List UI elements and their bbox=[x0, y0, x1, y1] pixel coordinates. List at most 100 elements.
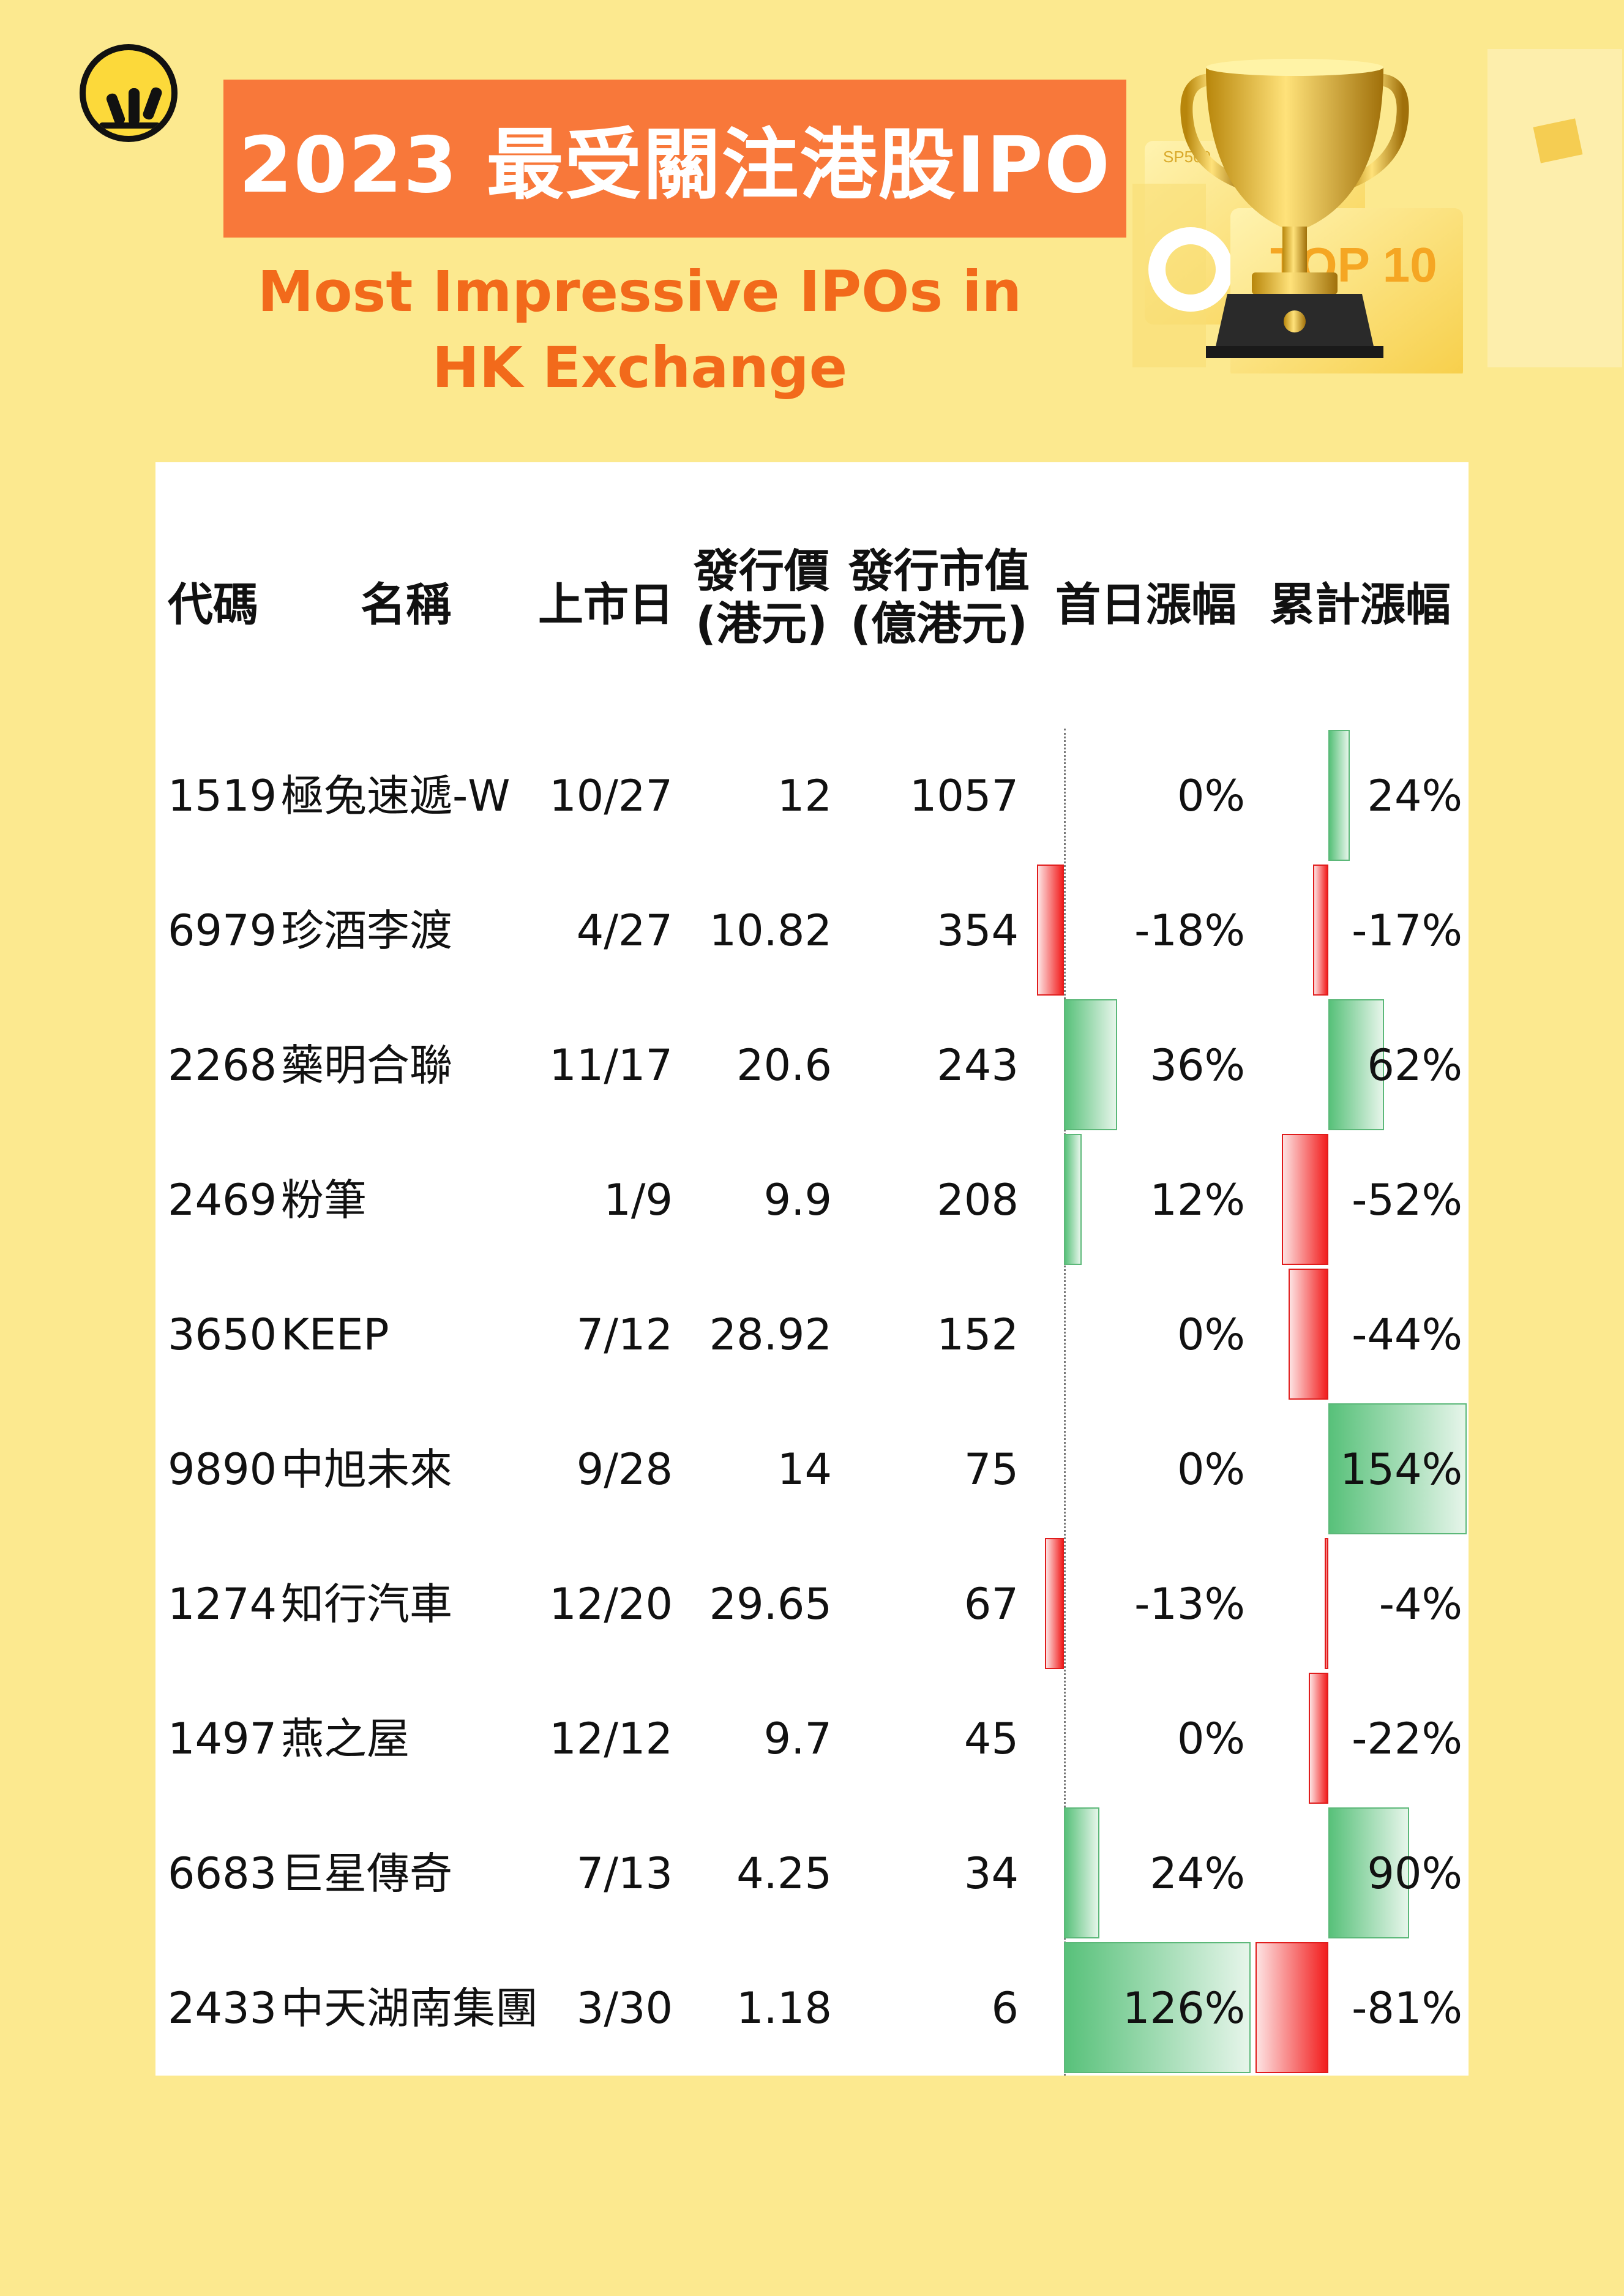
code-cell: 6683 bbox=[168, 1848, 277, 1899]
price-cell: 28.92 bbox=[709, 1310, 832, 1360]
name-cell: 中天湖南集團 bbox=[281, 1983, 538, 2033]
date-cell: 4/27 bbox=[576, 906, 673, 956]
date-cell: 3/30 bbox=[576, 1983, 673, 2033]
cum-data-bar bbox=[1328, 999, 1384, 1130]
cap-cell: 34 bbox=[964, 1848, 1019, 1899]
day1-data-bar bbox=[1064, 1942, 1251, 2073]
price-cell: 10.82 bbox=[709, 906, 832, 956]
col-header-cap: 發行市值 (億港元) bbox=[841, 545, 1037, 650]
cum-data-bar bbox=[1328, 1403, 1467, 1534]
code-cell: 6979 bbox=[168, 906, 277, 956]
name-cell: 極兔速遞-W bbox=[281, 771, 511, 821]
day1-data-bar bbox=[1044, 1538, 1064, 1669]
name-cell: KEEP bbox=[281, 1310, 389, 1360]
col-header-cap-line1: 發行市值 bbox=[848, 545, 1030, 598]
price-cell: 9.7 bbox=[763, 1714, 832, 1764]
cum-data-bar bbox=[1328, 1807, 1410, 1938]
cap-cell: 354 bbox=[937, 906, 1019, 956]
page-subtitle: Most Impressive IPOs in HK Exchange bbox=[257, 254, 1022, 406]
cum-cell: 154% bbox=[1340, 1444, 1463, 1495]
price-cell: 14 bbox=[777, 1444, 832, 1495]
date-cell: 9/28 bbox=[576, 1444, 673, 1495]
code-cell: 9890 bbox=[168, 1444, 277, 1495]
day1-cell: 0% bbox=[1177, 1444, 1245, 1495]
name-cell: 燕之屋 bbox=[281, 1714, 410, 1764]
cap-cell: 152 bbox=[937, 1310, 1019, 1360]
day1-cell: 0% bbox=[1177, 771, 1245, 821]
subtitle-line-2: HK Exchange bbox=[432, 335, 848, 400]
name-cell: 巨星傳奇 bbox=[281, 1848, 452, 1899]
code-cell: 1497 bbox=[168, 1714, 277, 1764]
col-header-price-line1: 發行價 bbox=[694, 545, 829, 598]
day1-cell: 126% bbox=[1123, 1983, 1246, 2033]
code-cell: 2268 bbox=[168, 1040, 277, 1090]
cum-cell: 90% bbox=[1367, 1848, 1462, 1899]
col-header-date: 上市日 bbox=[538, 579, 674, 631]
code-cell: 1519 bbox=[168, 771, 277, 821]
code-cell: 3650 bbox=[168, 1310, 277, 1360]
cum-cell: -44% bbox=[1352, 1310, 1462, 1360]
date-cell: 12/12 bbox=[549, 1714, 673, 1764]
date-cell: 7/12 bbox=[576, 1310, 673, 1360]
day1-data-bar bbox=[1064, 1134, 1082, 1265]
code-cell: 2433 bbox=[168, 1983, 277, 2033]
cum-cell: -22% bbox=[1352, 1714, 1462, 1764]
date-cell: 11/17 bbox=[549, 1040, 673, 1090]
price-cell: 1.18 bbox=[736, 1983, 832, 2033]
name-cell: 藥明合聯 bbox=[281, 1040, 452, 1090]
day1-cell: 24% bbox=[1150, 1848, 1245, 1899]
cum-cell: -81% bbox=[1352, 1983, 1462, 2033]
cum-data-bar bbox=[1281, 1134, 1328, 1265]
cum-data-bar bbox=[1328, 730, 1350, 861]
date-cell: 12/20 bbox=[549, 1579, 673, 1629]
price-cell: 29.65 bbox=[709, 1579, 832, 1629]
cap-cell: 208 bbox=[937, 1175, 1019, 1225]
title-banner: 2023 最受關注港股IPO bbox=[223, 80, 1126, 238]
cap-cell: 6 bbox=[991, 1983, 1019, 2033]
day1-data-bar bbox=[1064, 999, 1118, 1130]
col-header-day1: 首日漲幅 bbox=[1055, 579, 1237, 631]
day1-cell: -13% bbox=[1134, 1579, 1245, 1629]
code-cell: 2469 bbox=[168, 1175, 277, 1225]
page-title: 2023 最受關注港股IPO bbox=[239, 120, 1111, 210]
day1-data-bar bbox=[1037, 865, 1064, 996]
col-header-cum: 累計漲幅 bbox=[1270, 579, 1451, 631]
cap-cell: 75 bbox=[964, 1444, 1019, 1495]
cum-cell: 24% bbox=[1367, 771, 1462, 821]
name-cell: 粉筆 bbox=[281, 1175, 367, 1225]
name-cell: 知行汽車 bbox=[281, 1579, 452, 1629]
date-cell: 10/27 bbox=[549, 771, 673, 821]
cap-cell: 67 bbox=[964, 1579, 1019, 1629]
cum-data-bar bbox=[1313, 865, 1328, 996]
cum-data-bar bbox=[1289, 1269, 1328, 1400]
day1-data-bar bbox=[1064, 1807, 1100, 1938]
price-cell: 12 bbox=[777, 771, 832, 821]
col-header-price-line2: (港元) bbox=[695, 598, 828, 650]
day1-bar-axis bbox=[1064, 729, 1066, 2076]
cap-cell: 1057 bbox=[909, 771, 1019, 821]
day1-cell: 36% bbox=[1150, 1040, 1245, 1090]
col-header-name: 名稱 bbox=[361, 579, 451, 631]
day1-cell: 0% bbox=[1177, 1714, 1245, 1764]
cum-cell: 62% bbox=[1367, 1040, 1462, 1090]
col-header-code: 代碼 bbox=[168, 579, 258, 631]
cap-cell: 243 bbox=[937, 1040, 1019, 1090]
price-cell: 4.25 bbox=[736, 1848, 832, 1899]
cum-cell: -4% bbox=[1379, 1579, 1462, 1629]
date-cell: 1/9 bbox=[604, 1175, 673, 1225]
tiger-logo-icon bbox=[80, 44, 178, 142]
cum-cell: -52% bbox=[1352, 1175, 1462, 1225]
cum-data-bar bbox=[1255, 1942, 1328, 2073]
trophy-icon: SP500 TOP 10 bbox=[1132, 49, 1622, 373]
cum-cell: -17% bbox=[1352, 906, 1462, 956]
subtitle-line-1: Most Impressive IPOs in bbox=[257, 259, 1022, 325]
name-cell: 珍酒李渡 bbox=[281, 906, 452, 956]
ipo-table: 代碼 名稱 上市日 發行價 (港元) 發行市值 (億港元) 首日漲幅 累計漲幅 … bbox=[155, 462, 1469, 2076]
cum-data-bar bbox=[1308, 1673, 1328, 1804]
day1-cell: 12% bbox=[1150, 1175, 1245, 1225]
day1-cell: 0% bbox=[1177, 1310, 1245, 1360]
price-cell: 20.6 bbox=[736, 1040, 832, 1090]
price-cell: 9.9 bbox=[763, 1175, 832, 1225]
code-cell: 1274 bbox=[168, 1579, 277, 1629]
cum-data-bar bbox=[1325, 1538, 1328, 1669]
